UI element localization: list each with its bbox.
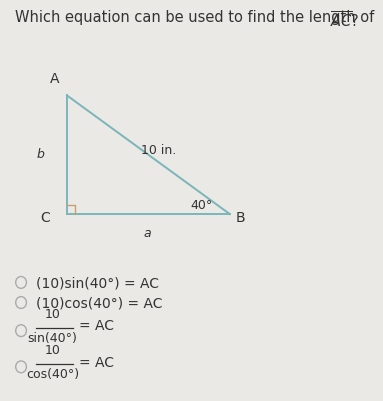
Text: = AC: = AC (79, 319, 113, 332)
Text: B: B (236, 211, 245, 224)
Text: sin(40°): sin(40°) (28, 331, 77, 344)
Text: 10: 10 (44, 344, 61, 356)
Text: a: a (144, 227, 151, 239)
Text: (10)sin(40°) = AC: (10)sin(40°) = AC (36, 276, 159, 290)
Text: cos(40°): cos(40°) (26, 367, 79, 380)
Text: 40°: 40° (190, 198, 212, 211)
Text: (10)cos(40°) = AC: (10)cos(40°) = AC (36, 296, 163, 310)
Text: C: C (40, 211, 50, 224)
Text: = AC: = AC (79, 355, 113, 369)
Text: 10 in.: 10 in. (141, 144, 177, 157)
Text: Which equation can be used to find the length of: Which equation can be used to find the l… (15, 10, 379, 25)
Text: b: b (36, 148, 44, 161)
Text: $\overline{AC}$?: $\overline{AC}$? (330, 10, 360, 30)
Text: 10: 10 (44, 308, 61, 320)
Text: A: A (50, 72, 59, 86)
